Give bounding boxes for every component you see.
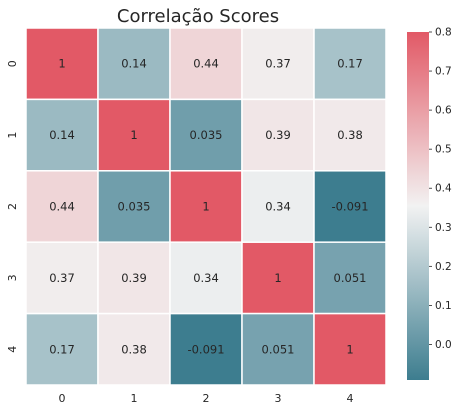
heatmap-grid: 1 0.14 0.44 0.37 0.17 0.14 1 0.035 0.39 0.38 0.44 0… — [25, 27, 387, 386]
heatmap-cell — [169, 241, 243, 315]
cell-value-label: -0.091 — [331, 200, 368, 214]
cell-value-label: 0.37 — [265, 57, 291, 71]
cell-value-label: 0.14 — [49, 128, 75, 142]
cell-value-label: 0.17 — [49, 342, 75, 356]
colorbar-tick-label: 0.0 — [435, 339, 452, 351]
heatmap-cell — [313, 312, 387, 386]
heatmap-cell — [169, 98, 243, 172]
cell-value-label: 0.035 — [118, 200, 151, 214]
y-tick-label: 4 — [6, 346, 19, 353]
cell-value-label: 1 — [58, 57, 65, 71]
y-tick-label: 1 — [6, 132, 19, 139]
colorbar-tick-label: 0.4 — [435, 183, 452, 195]
y-tick-label: 0 — [6, 60, 19, 67]
cell-value-label: 0.34 — [265, 200, 291, 214]
colorbar-tick-label: 0.1 — [435, 300, 452, 312]
cell-value-label: 1 — [346, 342, 353, 356]
heatmap-cell — [169, 27, 243, 101]
heatmap-cell — [169, 312, 243, 386]
x-tick-label: 3 — [275, 392, 282, 405]
y-tick-label: 3 — [6, 274, 19, 281]
heatmap-cell — [313, 241, 387, 315]
cell-value-label: 0.17 — [337, 57, 363, 71]
x-tick-label: 2 — [203, 392, 210, 405]
y-tick-label: 2 — [6, 203, 19, 210]
cell-value-label: 0.39 — [121, 271, 147, 285]
cell-value-label: -0.091 — [187, 342, 224, 356]
heatmap-cell — [25, 312, 99, 386]
x-tick-label: 4 — [347, 392, 354, 405]
colorbar-tick-label: 0.3 — [435, 222, 452, 234]
colorbar-tick-label: 0.8 — [435, 27, 452, 39]
heatmap-cell — [97, 241, 171, 315]
colorbar-tick-label: 0.5 — [435, 144, 452, 156]
y-axis: 0 1 2 3 4 — [6, 60, 19, 353]
cell-value-label: 0.44 — [49, 200, 75, 214]
x-axis: 0 1 2 3 4 — [59, 392, 354, 405]
heatmap-cell — [97, 312, 171, 386]
heatmap-cell — [25, 98, 99, 172]
cell-value-label: 0.34 — [193, 271, 219, 285]
cell-value-label: 0.38 — [337, 128, 363, 142]
cell-value-label: 0.035 — [190, 128, 223, 142]
cell-value-label: 0.38 — [121, 342, 147, 356]
colorbar: 0.8 0.7 0.6 0.5 0.4 0.3 0.2 0.1 0.0 — [407, 27, 452, 380]
cell-value-label: 0.39 — [265, 128, 291, 142]
cell-value-label: 1 — [130, 128, 137, 142]
heatmap-cell — [97, 27, 171, 101]
heatmap-cell — [241, 170, 315, 243]
cell-value-label: 0.051 — [334, 271, 367, 285]
heatmap-cell — [313, 98, 387, 172]
cell-value-label: 0.14 — [121, 57, 147, 71]
colorbar-tick-label: 0.2 — [435, 261, 452, 273]
colorbar-tick-label: 0.7 — [435, 66, 452, 78]
x-tick-label: 0 — [59, 392, 66, 405]
colorbar-gradient — [407, 32, 429, 380]
cell-value-label: 0.051 — [262, 342, 295, 356]
cell-value-label: 1 — [202, 200, 209, 214]
x-tick-label: 1 — [131, 392, 138, 405]
heatmap-cell — [241, 241, 315, 315]
cell-value-label: 1 — [274, 271, 281, 285]
cell-value-label: 0.37 — [49, 271, 75, 285]
heatmap-cell — [25, 27, 99, 101]
heatmap-cell — [97, 170, 171, 243]
cell-value-label: 0.44 — [193, 57, 219, 71]
chart-title: Correlação Scores — [117, 6, 279, 27]
heatmap-cell — [25, 241, 99, 315]
colorbar-tick-label: 0.6 — [435, 105, 452, 117]
